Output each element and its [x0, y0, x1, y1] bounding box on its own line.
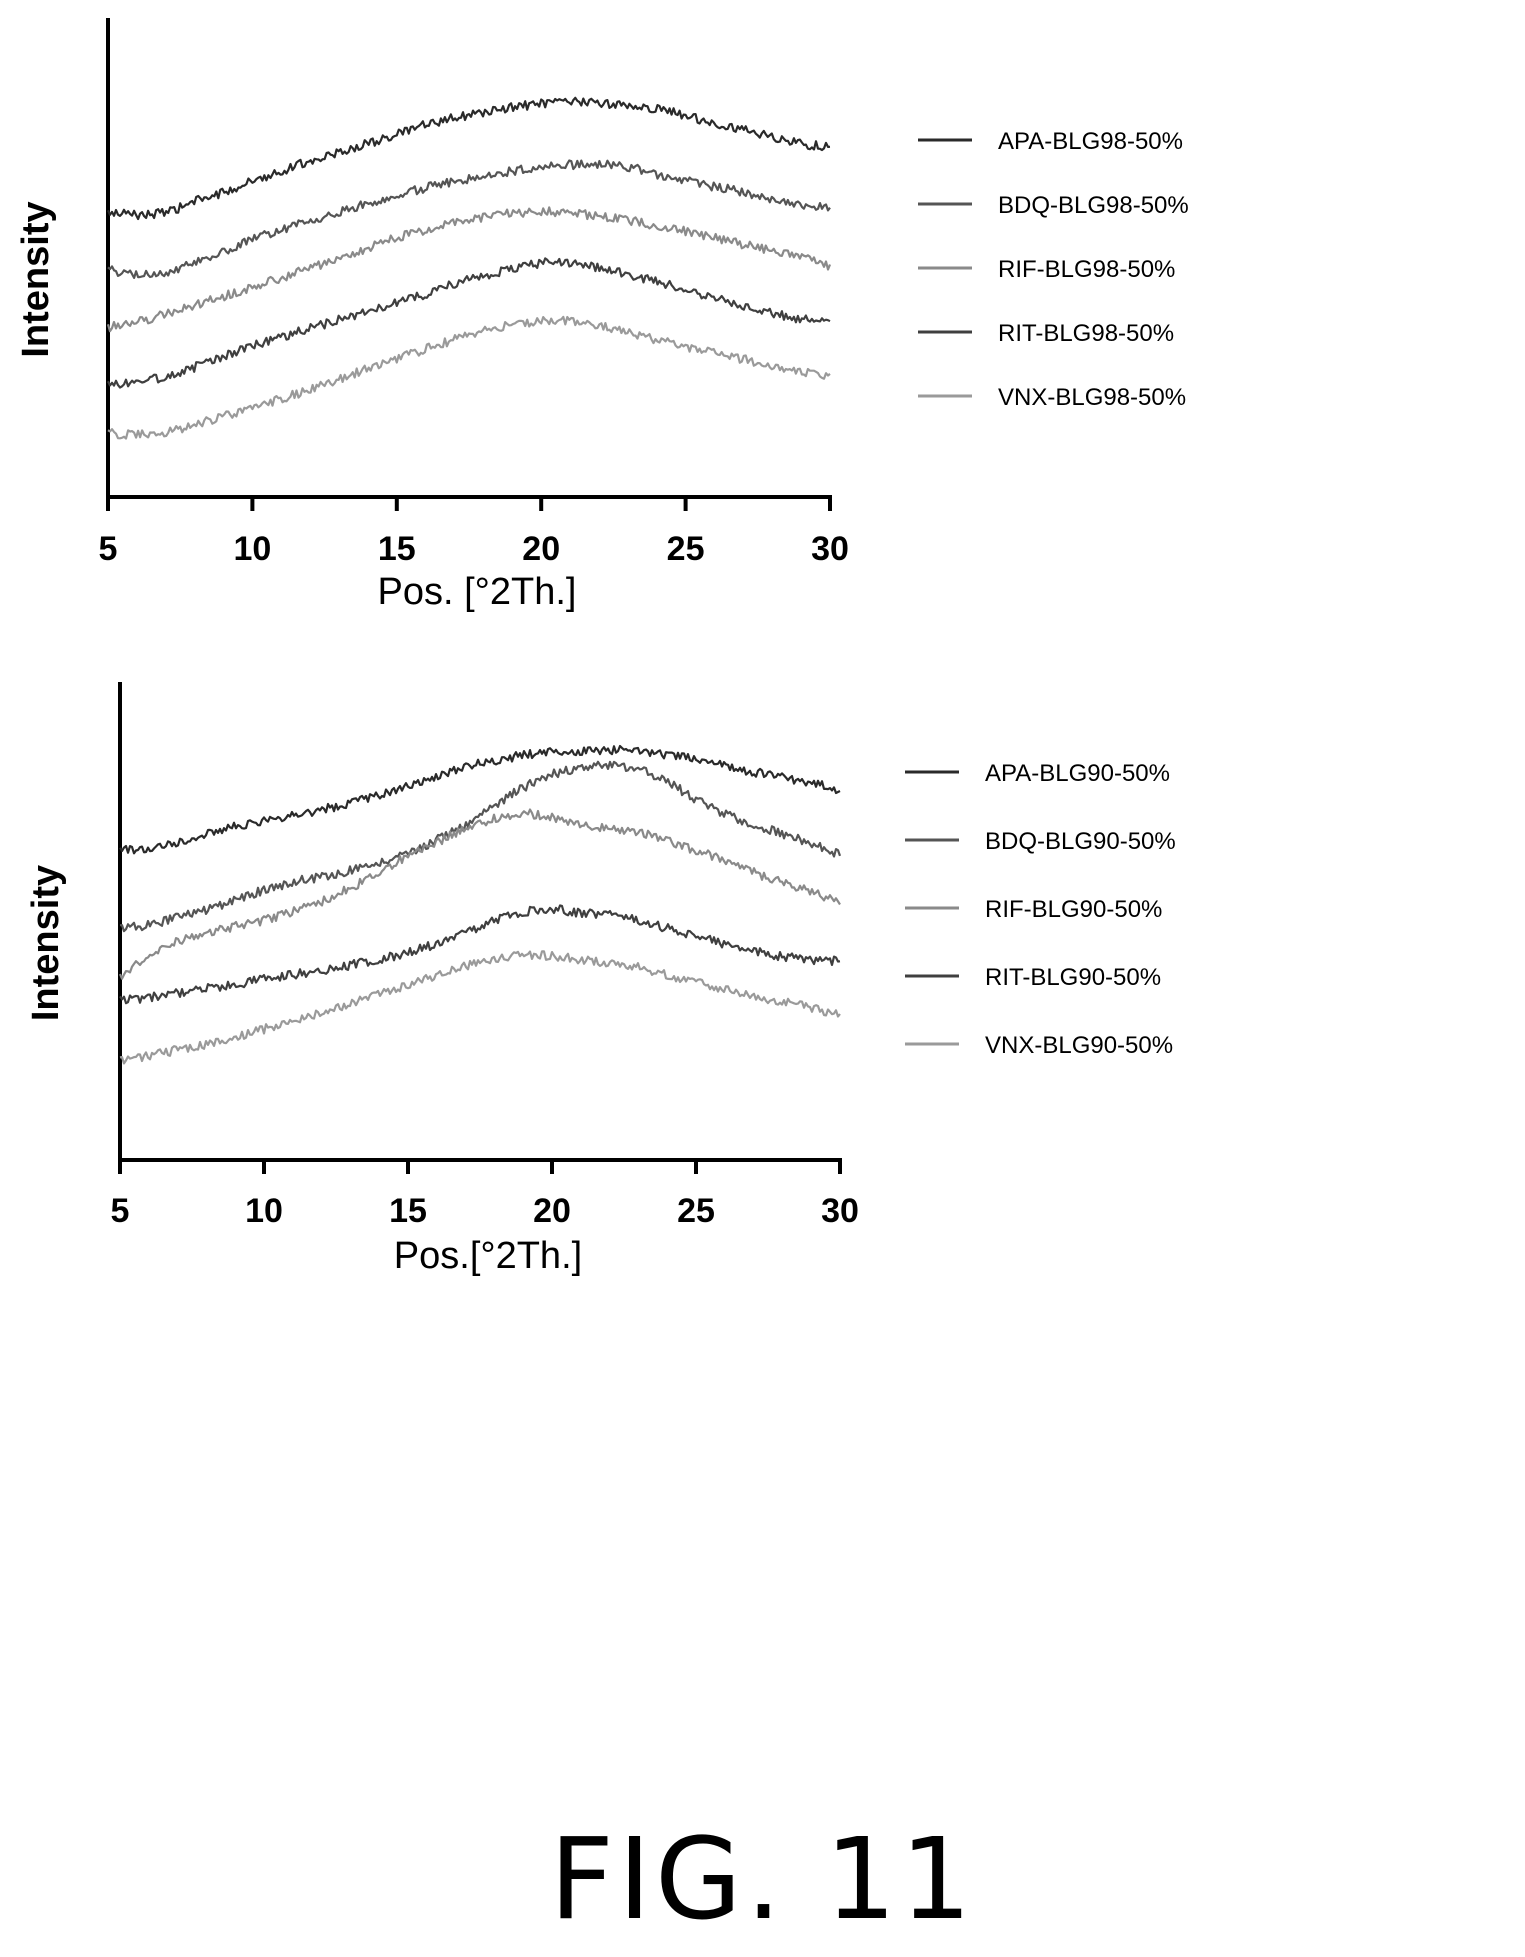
y-axis-label: Intensity — [25, 865, 67, 1021]
x-axis-label: Pos. [°2Th.] — [378, 571, 577, 613]
xrd-chart-blg90: 5 10 15 20 25 30 Pos.[°2Th.] Intensity APA-BLG90… — [0, 664, 1525, 1424]
x-tick-label: 5 — [111, 1192, 130, 1230]
x-tick-label: 30 — [821, 1192, 859, 1230]
y-axis-label: Intensity — [15, 201, 57, 357]
x-tick-label: 15 — [389, 1192, 427, 1230]
series-line — [119, 744, 841, 855]
legend-label: RIF-BLG98-50% — [998, 256, 1175, 283]
xrd-chart-blg98: 5 10 15 20 25 30 Pos. [°2Th.] Intensity APA-BLG9… — [0, 0, 1525, 760]
series-line — [120, 760, 842, 933]
x-tick-label: 10 — [245, 1192, 283, 1230]
x-tick-label: 20 — [522, 530, 560, 568]
series-line — [119, 950, 841, 1065]
x-tick-label: 25 — [677, 1192, 715, 1230]
xrd-chart-blg98-svg: 5 10 15 20 25 30 Pos. [°2Th.] Intensity APA-BLG9… — [15, 18, 1189, 613]
x-tick-label: 15 — [378, 530, 416, 568]
x-tick-label: 30 — [811, 530, 849, 568]
x-tick-label: 20 — [533, 1192, 571, 1230]
x-tick-label: 5 — [99, 530, 118, 568]
legend-label: VNX-BLG90-50% — [985, 1032, 1173, 1059]
legend-label: RIT-BLG98-50% — [998, 320, 1174, 347]
legend-label: APA-BLG90-50% — [985, 760, 1170, 787]
legend-label: APA-BLG98-50% — [998, 128, 1183, 155]
x-tick-label: 10 — [233, 530, 271, 568]
legend-label: RIF-BLG90-50% — [985, 896, 1162, 923]
series-line — [107, 315, 831, 440]
series-line — [106, 96, 831, 221]
series-line — [118, 808, 841, 980]
legend-label: VNX-BLG98-50% — [998, 384, 1186, 411]
figure-caption: FIG. 11 — [549, 1815, 976, 1945]
legend-label: BDQ-BLG90-50% — [985, 828, 1176, 855]
x-tick-label: 25 — [667, 530, 705, 568]
series-line — [106, 206, 832, 333]
legend-label: BDQ-BLG98-50% — [998, 192, 1189, 219]
legend-label: RIT-BLG90-50% — [985, 964, 1161, 991]
x-axis-label: Pos.[°2Th.] — [394, 1235, 582, 1277]
series-line — [107, 257, 831, 389]
series-line — [107, 159, 831, 279]
xrd-chart-blg90-svg: 5 10 15 20 25 30 Pos.[°2Th.] Intensity APA-BLG90… — [25, 682, 1176, 1277]
series-line — [119, 904, 841, 1005]
